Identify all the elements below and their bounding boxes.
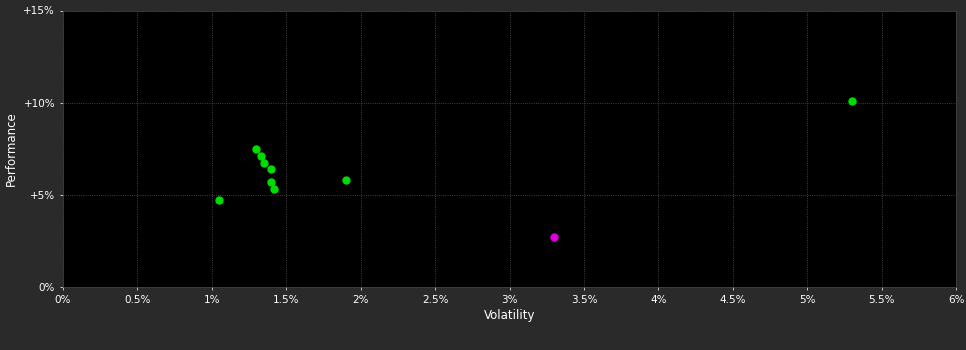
Point xyxy=(253,153,269,159)
Point xyxy=(338,177,354,183)
Point xyxy=(256,161,271,166)
Point xyxy=(248,146,264,152)
Y-axis label: Performance: Performance xyxy=(5,111,17,186)
Point xyxy=(264,166,279,172)
Point xyxy=(267,187,282,192)
Point xyxy=(547,234,562,240)
Point xyxy=(844,98,860,104)
X-axis label: Volatility: Volatility xyxy=(484,309,535,322)
Point xyxy=(264,179,279,185)
Point xyxy=(212,197,227,203)
